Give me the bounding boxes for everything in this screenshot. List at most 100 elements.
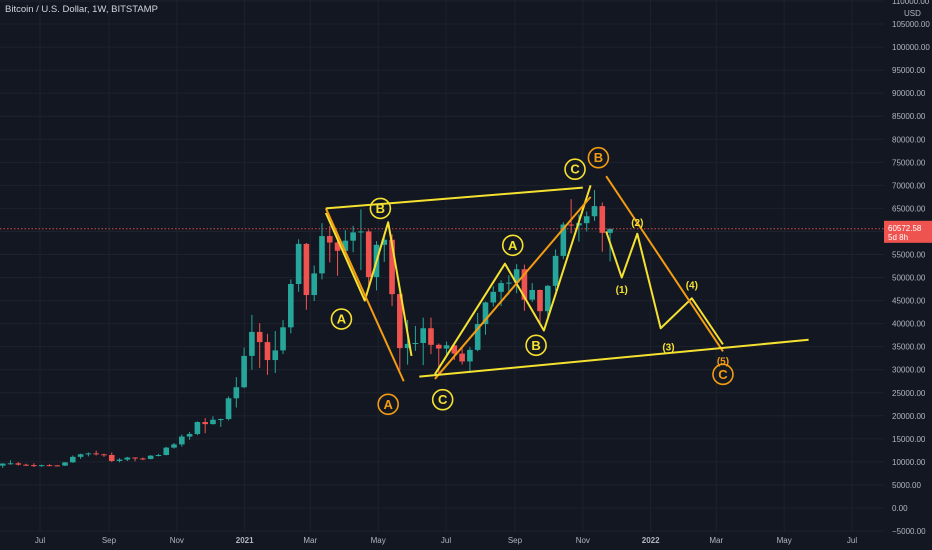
candle-body — [443, 345, 450, 349]
wave-path — [434, 185, 592, 375]
wave-label-circle — [587, 146, 610, 169]
candle-body — [163, 447, 170, 455]
y-tick-label: 30000.00 — [892, 366, 926, 375]
candle-body — [280, 327, 286, 351]
candle-body — [116, 459, 123, 461]
candle-body — [15, 463, 22, 465]
x-tick-label: Mar — [303, 536, 317, 545]
candle-body — [194, 422, 201, 435]
y-tick-label: 105000.00 — [892, 20, 930, 29]
wave-label: C — [570, 162, 580, 177]
price-tag-countdown: 5d 8h — [888, 233, 908, 242]
wave-label: (4) — [686, 280, 698, 291]
candle-body — [0, 463, 6, 466]
candle-body — [38, 465, 45, 467]
wave-label: (2) — [631, 218, 643, 229]
candle-body — [490, 291, 497, 303]
x-tick-label: Sep — [102, 536, 117, 545]
wave-label: (5) — [717, 357, 729, 368]
y-tick-label: 75000.00 — [892, 158, 926, 167]
candle-body — [233, 387, 240, 399]
candle-body — [544, 285, 551, 312]
candle-body — [319, 236, 325, 274]
candle-body — [412, 342, 419, 344]
price-tag-value: 60572.58 — [888, 224, 922, 233]
y-tick-label: 65000.00 — [892, 204, 926, 213]
wave-label-circle — [369, 197, 392, 220]
x-tick-label: Mar — [709, 536, 723, 545]
candle-body — [23, 464, 29, 466]
wave-path — [324, 212, 413, 357]
candle-body — [202, 422, 208, 425]
candle-body — [568, 224, 574, 226]
wave-label: B — [594, 150, 603, 165]
candle-body — [62, 462, 68, 466]
candle-body — [537, 289, 543, 312]
y-tick-label: 70000.00 — [892, 181, 926, 190]
wave-label-circle — [712, 363, 734, 386]
chart-grid — [0, 0, 884, 532]
x-tick-label: May — [371, 536, 386, 545]
x-tick-label: Jul — [847, 536, 857, 545]
price-axis[interactable] — [884, 0, 932, 550]
candle-body — [186, 434, 193, 437]
y-tick-label: 20000.00 — [892, 412, 926, 421]
candle-body — [311, 273, 317, 296]
y-tick-label: 5000.00 — [892, 481, 921, 490]
candle-body — [397, 294, 403, 349]
candle-body — [583, 216, 590, 224]
candle-body — [404, 343, 411, 349]
y-tick-label: 85000.00 — [892, 112, 926, 121]
y-tick-label: 55000.00 — [892, 251, 926, 260]
wave-label-circle — [377, 393, 399, 416]
candle-body — [241, 355, 247, 388]
y-tick-label: 25000.00 — [892, 389, 926, 398]
candle-body — [77, 454, 84, 457]
wave-path — [324, 207, 405, 382]
candle-body — [428, 328, 434, 345]
x-tick-label: Sep — [508, 536, 523, 545]
wave-label: C — [438, 392, 448, 407]
candle-body — [607, 228, 613, 233]
y-tick-label: 90000.00 — [892, 89, 926, 98]
candle-body — [288, 283, 294, 328]
candle-body — [217, 419, 224, 421]
candle-body — [46, 465, 53, 467]
candle-body — [459, 353, 465, 362]
wave-path — [605, 231, 724, 345]
y-axis-ticks: 110000.00 105000.00 100000.00 95000.00 90000… — [892, 0, 930, 536]
candle-body — [521, 269, 528, 300]
candle-body — [295, 243, 302, 284]
candle-body — [179, 436, 185, 445]
wave-label-circle — [501, 234, 524, 257]
candle-body — [560, 224, 567, 256]
candle-body — [132, 457, 138, 459]
y-tick-label: 10000.00 — [892, 458, 926, 467]
y-tick-label: −5000.00 — [892, 527, 926, 536]
candle-body — [358, 231, 364, 233]
candle-body — [249, 331, 255, 356]
candle-body — [474, 324, 481, 350]
candle-body — [101, 454, 107, 456]
y-tick-label: 15000.00 — [892, 435, 926, 444]
candle-body — [591, 206, 598, 217]
y-tick-label: 35000.00 — [892, 343, 926, 352]
wave-label-circle — [431, 388, 454, 411]
candle-body — [420, 328, 427, 343]
wave-path — [605, 175, 724, 352]
x-tick-label: Nov — [170, 536, 184, 545]
y-tick-label: 0.00 — [892, 504, 908, 513]
wave-label-circle — [330, 308, 353, 330]
candle-body — [342, 240, 349, 251]
wave-label: A — [383, 397, 393, 412]
candle-body — [70, 456, 76, 463]
y-tick-label: 95000.00 — [892, 66, 926, 75]
candle-body — [467, 349, 473, 362]
candle-body — [350, 232, 356, 241]
wave-label-circle — [564, 158, 586, 181]
candle-body — [365, 231, 372, 278]
x-tick-label: Jul — [441, 536, 451, 545]
wave-path — [325, 186, 583, 210]
